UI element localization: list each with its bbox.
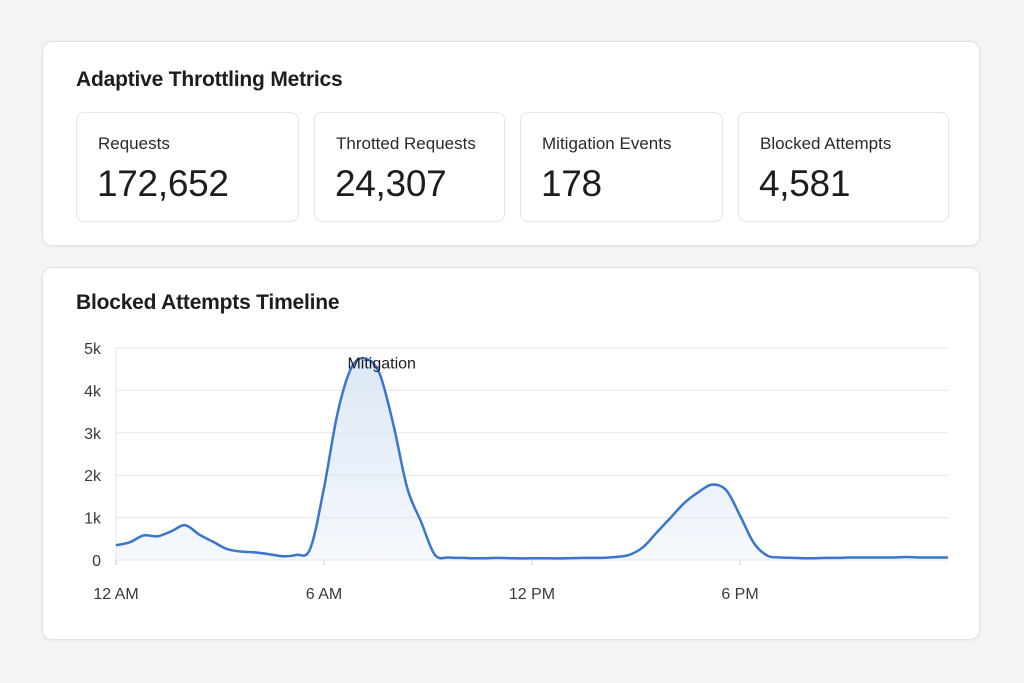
x-tick-label: 6 AM xyxy=(306,586,342,603)
stat-card-throttled-requests[interactable]: Throtted Requests 24,307 xyxy=(314,112,505,222)
y-tick-label: 4k xyxy=(84,383,102,400)
stat-label: Mitigation Events xyxy=(542,134,672,153)
x-tick-label: 12 AM xyxy=(93,586,138,603)
blocked-attempts-chart[interactable]: 0 1k 2k 3k 4k 5k 12 AM 6 AM 12 PM 6 PM Mitigation xyxy=(43,268,979,639)
y-tick-label: 3k xyxy=(84,426,102,443)
stat-value: 24,307 xyxy=(335,163,447,204)
stat-value: 4,581 xyxy=(759,163,851,204)
stat-label: Requests xyxy=(98,134,170,153)
y-tick-label: 0 xyxy=(92,553,101,570)
metrics-card-title: Adaptive Throttling Metrics xyxy=(76,68,343,91)
timeline-card: Blocked Attempts Timeline 0 1k 2k 3k 4k 5k 12 … xyxy=(42,267,980,640)
area-fill xyxy=(116,358,948,560)
x-tick-label: 12 PM xyxy=(509,586,555,603)
y-tick-label: 1k xyxy=(84,511,102,528)
annotation-label: Mitigation xyxy=(347,356,415,373)
metrics-card: Adaptive Throttling Metrics Requests 172… xyxy=(42,41,980,246)
stat-label: Throtted Requests xyxy=(336,134,476,153)
y-tick-label: 2k xyxy=(84,468,102,485)
stat-label: Blocked Attempts xyxy=(760,134,892,153)
timeline-card-title: Blocked Attempts Timeline xyxy=(76,291,340,314)
series-line xyxy=(115,356,948,560)
stat-card-blocked-attempts[interactable]: Blocked Attempts 4,581 xyxy=(738,112,949,222)
stat-value: 172,652 xyxy=(97,163,229,204)
y-tick-label: 5k xyxy=(84,341,102,358)
x-tick-label: 6 PM xyxy=(721,586,758,603)
stat-card-mitigation-events[interactable]: Mitigation Events 178 xyxy=(520,112,723,222)
stat-card-requests[interactable]: Requests 172,652 xyxy=(76,112,299,222)
stat-value: 178 xyxy=(541,163,602,204)
